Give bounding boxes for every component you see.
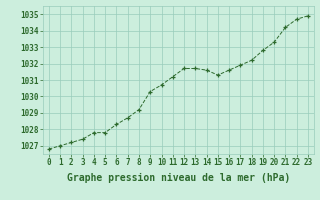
X-axis label: Graphe pression niveau de la mer (hPa): Graphe pression niveau de la mer (hPa) xyxy=(67,173,290,183)
